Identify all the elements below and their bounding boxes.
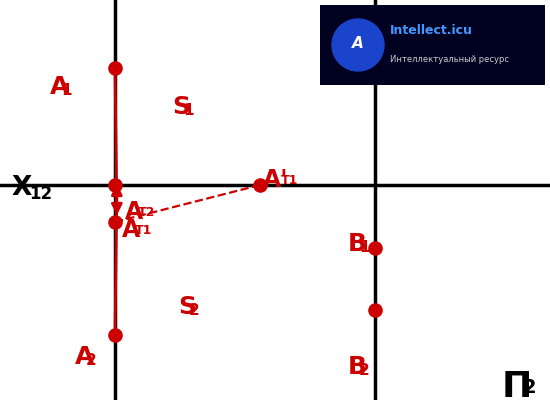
Text: S: S (178, 295, 196, 319)
Point (256, 182, 265, 188)
Text: A: A (352, 36, 364, 50)
Point (111, 65, 119, 71)
Text: S: S (172, 95, 190, 119)
Text: X: X (12, 175, 32, 201)
Point (111, 332, 119, 338)
Text: B: B (348, 355, 367, 379)
Ellipse shape (332, 19, 384, 71)
Text: A: A (75, 345, 95, 369)
Point (371, 307, 380, 313)
Text: A: A (125, 200, 143, 224)
Text: 2: 2 (86, 353, 97, 368)
Text: Π: Π (502, 370, 532, 400)
Text: 2: 2 (189, 303, 200, 318)
Text: A': A' (263, 168, 289, 192)
Text: 1: 1 (61, 83, 72, 98)
Text: T2: T2 (138, 206, 155, 219)
Text: B: B (348, 232, 367, 256)
Text: T1: T1 (281, 174, 298, 187)
Text: Intellect.icu: Intellect.icu (390, 24, 473, 37)
Text: A: A (122, 218, 140, 242)
Text: A: A (50, 75, 69, 99)
Point (371, 245, 380, 251)
Text: 2: 2 (359, 363, 370, 378)
Text: 1: 1 (359, 240, 370, 255)
Text: 2: 2 (522, 378, 536, 397)
Point (111, 182, 119, 188)
Text: T1: T1 (135, 224, 152, 237)
Text: Интеллектуальный ресурс: Интеллектуальный ресурс (390, 55, 509, 64)
Bar (320, 5, 545, 85)
Text: 12: 12 (29, 185, 52, 203)
Point (111, 219, 119, 225)
Text: 1: 1 (183, 103, 194, 118)
